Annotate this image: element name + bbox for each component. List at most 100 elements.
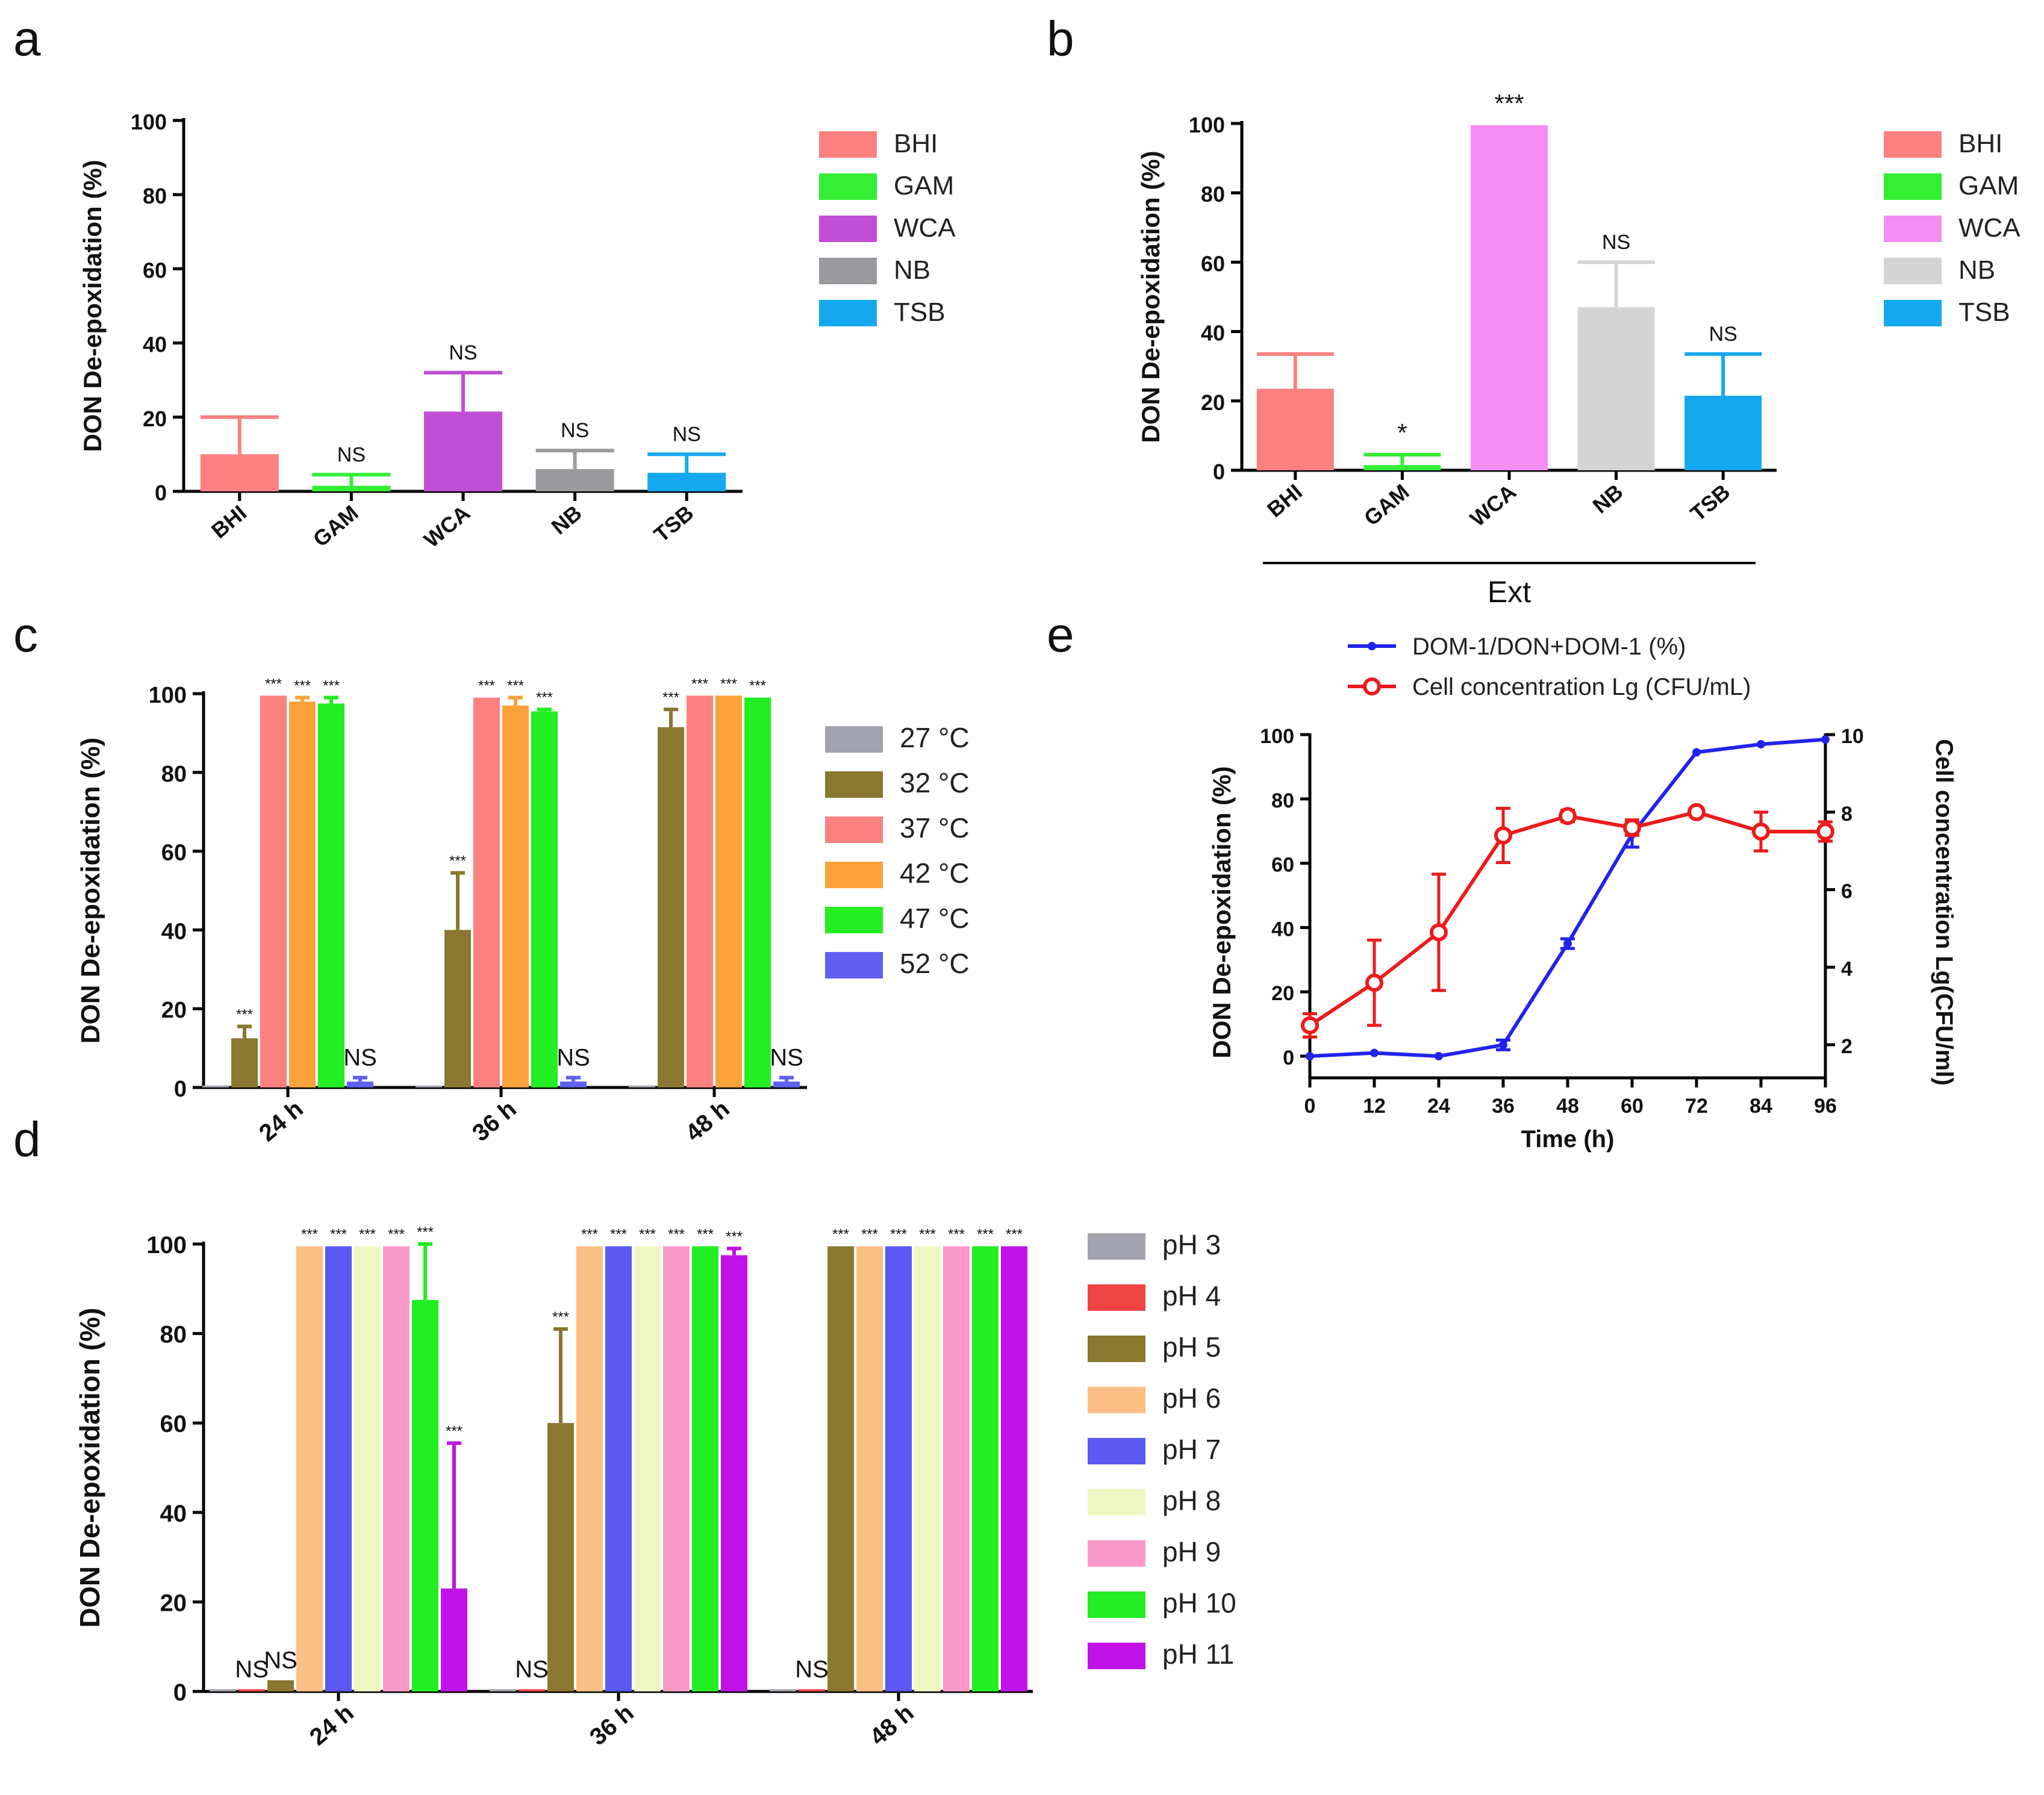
bar-37-c: [473, 697, 500, 1087]
bar-27-c: [629, 1085, 655, 1087]
legend-label: DOM-1/DON+DOM-1 (%): [1412, 633, 1686, 660]
x-tick-label: 24 h: [305, 1699, 359, 1750]
x-tick-label: 24: [1427, 1095, 1450, 1118]
y-axis-title: DON De-epoxidation (%): [1136, 151, 1165, 443]
y-axis-title: DON De-epoxidation (%): [74, 1308, 105, 1628]
bar-ph-6: [576, 1246, 603, 1691]
legend-swatch: [1088, 1540, 1145, 1567]
data-point: [1816, 822, 1834, 841]
bar-nb: [535, 469, 614, 491]
bar-ph-5: [827, 1246, 854, 1691]
data-point: [1821, 735, 1830, 744]
legend-swatch: [825, 726, 883, 753]
x-tick-label: 48 h: [681, 1095, 735, 1146]
legend-label: pH 7: [1162, 1434, 1221, 1465]
data-point: [1370, 1048, 1379, 1057]
y-tick-label: 0: [173, 1679, 187, 1706]
legend-swatch: [825, 862, 883, 888]
bar-bhi: [200, 454, 279, 491]
legend-marker: [1368, 642, 1376, 650]
bar-37-c: [260, 695, 287, 1087]
legend-label: WCA: [894, 213, 956, 243]
chart-panel-a: 0 20 40 60 80 100 DON De-epoxidation (%) BHI GAM…: [78, 110, 956, 552]
legend-label: pH 8: [1162, 1485, 1221, 1516]
bar-52-c: [560, 1081, 587, 1087]
y-tick-label: 0: [1213, 459, 1225, 484]
y2-tick-label: 2: [1841, 1035, 1852, 1058]
legend-label: WCA: [1958, 213, 2021, 243]
significance-label: NS: [264, 1647, 298, 1673]
bar-42-c: [289, 702, 316, 1087]
panel-label-e: e: [1047, 608, 1074, 662]
x-tick-label: 36: [1492, 1095, 1515, 1118]
bar-bhi: [1256, 388, 1334, 470]
bar-nb: [1577, 307, 1655, 470]
x-tick-label: TSB: [649, 500, 699, 547]
y-tick-label: 20: [1271, 982, 1294, 1005]
y-tick-label: 40: [143, 332, 167, 357]
significance-label: ***: [581, 1227, 598, 1243]
legend-swatch: [1884, 216, 1942, 242]
y-tick-label: 20: [143, 406, 167, 431]
significance-label: ***: [919, 1227, 936, 1243]
legend-label: GAM: [1958, 171, 2019, 201]
bar-ph-9: [943, 1246, 970, 1691]
legend-label: pH 5: [1162, 1331, 1221, 1363]
significance-label: ***: [236, 1007, 253, 1023]
x-tick-label: 48: [1556, 1095, 1579, 1118]
y-tick-label: 80: [161, 762, 187, 787]
y-tick-label: 60: [161, 841, 187, 866]
x-tick-label: NB: [1588, 479, 1628, 518]
bar-ph-4: [799, 1689, 825, 1691]
legend-swatch: [819, 216, 877, 242]
significance-label: ***: [749, 678, 766, 694]
legend-label: GAM: [894, 171, 954, 201]
legend-swatch: [1884, 173, 1942, 200]
y-tick-label: 80: [160, 1322, 187, 1348]
legend-label: 32 °C: [900, 767, 970, 798]
legend-label: pH 3: [1162, 1229, 1221, 1260]
bar-ph-11: [441, 1588, 467, 1691]
bar-tsb: [647, 473, 726, 491]
legend-label: TSB: [1958, 297, 2010, 327]
x-tick-label: 72: [1685, 1095, 1708, 1118]
significance-label: *: [1397, 418, 1407, 447]
bar-ph-10: [692, 1246, 718, 1691]
legend-swatch: [1088, 1643, 1145, 1669]
significance-label: ***: [446, 1423, 463, 1440]
x-tick-label: GAM: [1359, 479, 1414, 530]
bar-wca: [1471, 125, 1548, 470]
significance-label: ***: [691, 676, 708, 692]
significance-label: ***: [265, 676, 282, 692]
x-tick-label: GAM: [308, 500, 363, 552]
significance-label: NS: [1602, 231, 1630, 254]
legend-label: NB: [1958, 255, 1995, 285]
legend-swatch: [819, 258, 877, 284]
legend-label: pH 6: [1162, 1383, 1221, 1414]
x-tick-label: 84: [1750, 1095, 1772, 1118]
y2-axis-title: Cell concentration Lg(CFU/ml): [1931, 739, 1957, 1086]
significance-label: ***: [323, 678, 340, 694]
significance-label: NS: [561, 419, 589, 442]
significance-label: ***: [552, 1309, 569, 1325]
bar-52-c: [347, 1081, 373, 1087]
bar-ph-4: [238, 1689, 265, 1691]
legend-swatch: [1884, 258, 1942, 284]
bar-42-c: [502, 705, 529, 1087]
data-point: [1301, 1016, 1319, 1034]
legend-label: pH 9: [1162, 1536, 1221, 1567]
x-tick-label: 96: [1814, 1095, 1837, 1118]
y-tick-label: 40: [160, 1501, 187, 1527]
data-point: [1435, 1052, 1443, 1060]
y-tick-label: 20: [1201, 390, 1225, 415]
x-tick-label: 36 h: [467, 1095, 522, 1146]
legend-swatch: [825, 907, 883, 933]
bar-gam: [312, 485, 391, 491]
y-tick-label: 60: [160, 1411, 187, 1437]
significance-label: ***: [977, 1227, 994, 1243]
x-tick-label: 60: [1621, 1095, 1644, 1118]
bar-ph-7: [325, 1246, 352, 1691]
group-label: Ext: [1488, 575, 1531, 609]
significance-label: ***: [294, 678, 311, 694]
bar-ph-3: [770, 1689, 796, 1691]
